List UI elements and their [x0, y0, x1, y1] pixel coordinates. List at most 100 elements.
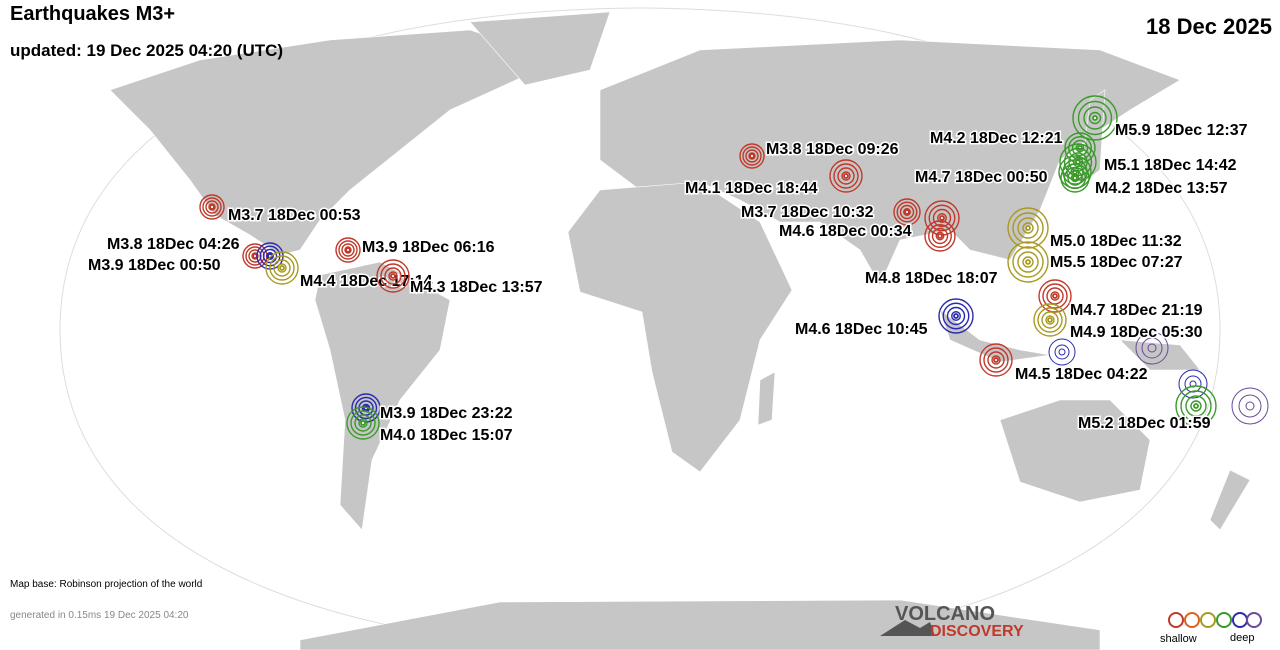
quake-marker — [1175, 385, 1217, 427]
quake-ring — [1033, 303, 1067, 337]
quake-center — [1193, 403, 1199, 409]
quake-ring — [932, 208, 952, 228]
quake-center — [843, 173, 849, 179]
quake-ring — [354, 414, 372, 432]
quake-label: M4.4 18Dec 17:14 — [300, 273, 433, 290]
quake-ring — [273, 259, 291, 277]
quake-label: M5.5 18Dec 07:27 — [1050, 254, 1183, 271]
quake-ring — [1071, 139, 1089, 157]
quake-ring — [1060, 163, 1090, 193]
quake-marker — [376, 259, 410, 293]
quake-ring — [1046, 287, 1064, 305]
quake-ring — [269, 255, 295, 281]
quake-ring — [935, 231, 945, 241]
quake-ring — [837, 167, 855, 185]
quake-ring — [745, 149, 759, 163]
quake-ring — [1007, 241, 1049, 283]
quake-ring — [742, 146, 762, 166]
quake-label: M5.0 18Dec 11:32 — [1050, 233, 1182, 250]
updated: updated: 19 Dec 2025 04:20 (UTC) — [10, 41, 283, 60]
quake-ring — [265, 251, 299, 285]
unlabeled-quake — [1048, 338, 1208, 399]
quake-center — [279, 265, 285, 271]
quake-ring — [1175, 385, 1217, 427]
quake-label: M4.9 18Dec 05:30 — [1070, 324, 1203, 341]
quake-label: M4.2 18Dec 12:21 — [930, 130, 1063, 147]
quake-ring — [829, 159, 863, 193]
quake-ring — [380, 263, 406, 289]
quake-ring — [354, 396, 378, 420]
quake-center — [749, 153, 755, 159]
quake-ring — [338, 240, 358, 260]
title: Earthquakes M3+ — [10, 3, 175, 25]
quake-center — [904, 209, 910, 215]
quake-marker — [346, 406, 380, 440]
quake-label: M4.1 18Dec 18:44 — [685, 180, 818, 197]
quake-label: M4.6 18Dec 00:34 — [779, 223, 912, 240]
quake-ring — [1022, 222, 1034, 234]
quake-label: M5.2 18Dec 01:59 — [1078, 415, 1211, 432]
quake-center — [209, 204, 215, 210]
quake-ring — [1083, 106, 1107, 130]
quake-ring — [893, 198, 921, 226]
quake-ring — [1012, 212, 1044, 244]
quake-center — [345, 247, 351, 253]
quake-ring — [262, 248, 278, 264]
quake-label: M3.8 18Dec 09:26 — [766, 141, 899, 158]
quake-label: M4.7 18Dec 21:19 — [1070, 302, 1203, 319]
quake-ring — [983, 347, 1009, 373]
quake-ring — [833, 163, 859, 189]
quake-ring — [899, 204, 915, 220]
quake-ring — [924, 220, 956, 252]
quake-ring — [346, 406, 380, 440]
quake-marker — [1033, 303, 1067, 337]
quake-center — [1025, 259, 1031, 265]
quake-ring — [199, 194, 225, 220]
quake-marker — [739, 143, 765, 169]
quake-ring — [1045, 315, 1055, 325]
quake-center — [390, 273, 396, 279]
legend-shallow: shallow — [1160, 633, 1197, 645]
quake-ring — [266, 252, 274, 260]
quake-ring — [251, 252, 259, 260]
quake-marker — [199, 194, 225, 220]
date: 18 Dec 2025 — [1146, 14, 1272, 39]
quake-ring — [1063, 166, 1087, 190]
depth-legend — [1168, 612, 1262, 628]
quake-ring — [1012, 246, 1044, 278]
quake-marker — [829, 159, 863, 193]
quake-center — [1072, 175, 1078, 181]
generated: generated in 0.15ms 19 Dec 2025 04:20 — [10, 610, 189, 621]
quake-ring — [938, 298, 974, 334]
quake-label: M3.9 18Dec 06:16 — [362, 239, 495, 256]
quake-ring — [277, 263, 287, 273]
quake-ring — [1072, 95, 1118, 141]
quake-label: M4.8 18Dec 18:07 — [865, 270, 998, 287]
quake-ring — [1017, 251, 1039, 273]
quake-ring — [358, 418, 368, 428]
quake-center — [1047, 317, 1053, 323]
quake-marker — [938, 298, 974, 334]
quake-ring — [335, 237, 361, 263]
quake-ring — [928, 204, 956, 232]
quake-ring — [1077, 100, 1113, 136]
quake-label: M4.7 18Dec 00:50 — [915, 169, 1048, 186]
quake-ring — [931, 227, 949, 245]
quake-label: M3.7 18Dec 00:53 — [228, 207, 361, 224]
quake-ring — [896, 201, 918, 223]
quake-marker — [1007, 207, 1049, 249]
quake-ring — [991, 355, 1001, 365]
quake-ring — [928, 224, 952, 248]
logo-top: VOLCANO — [895, 603, 995, 625]
quake-center — [937, 233, 943, 239]
quake-ring — [384, 267, 402, 285]
quake-ring — [942, 302, 970, 330]
quake-marker — [1007, 241, 1049, 283]
quake-ring — [1017, 217, 1039, 239]
quake-ring — [1070, 173, 1080, 183]
quake-label: M4.6 18Dec 10:45 — [795, 321, 928, 338]
quake-marker — [1038, 279, 1072, 313]
quake-label: M3.9 18Dec 00:50 — [88, 257, 221, 274]
quake-ring — [1037, 307, 1063, 333]
quake-label: M3.8 18Dec 04:26 — [107, 236, 240, 253]
